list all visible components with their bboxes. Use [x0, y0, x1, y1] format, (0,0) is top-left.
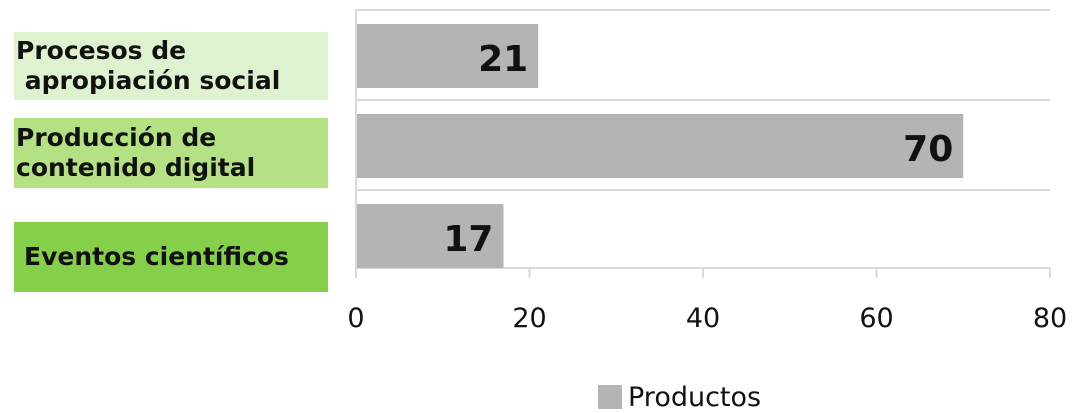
data-label: 17 — [443, 219, 493, 260]
x-tick-label: 20 — [512, 303, 546, 334]
data-label: 70 — [903, 129, 953, 170]
category-label-box: Procesos de apropiación social — [14, 32, 328, 100]
bar — [357, 24, 539, 88]
category-label-line: Procesos de — [16, 36, 187, 65]
legend-swatch — [598, 385, 622, 409]
category-label-box: Producción de contenido digital — [14, 118, 328, 188]
x-tick-label: 80 — [1033, 303, 1067, 334]
legend: Productos — [598, 381, 762, 413]
x-tick-label: 60 — [859, 303, 893, 334]
data-label: 21 — [478, 39, 528, 80]
bar — [357, 204, 504, 268]
category-label-line: apropiación social — [16, 66, 281, 95]
category-label-line: contenido digital — [16, 153, 256, 182]
category-label-line: Producción de — [16, 123, 217, 152]
x-tick-label: 40 — [686, 303, 720, 334]
bar — [357, 114, 964, 178]
x-tick-label: 0 — [347, 303, 364, 334]
category-label-line: Eventos científicos — [24, 242, 289, 271]
legend-label: Productos — [628, 381, 762, 413]
category-label-box: Eventos científicos — [14, 222, 328, 292]
